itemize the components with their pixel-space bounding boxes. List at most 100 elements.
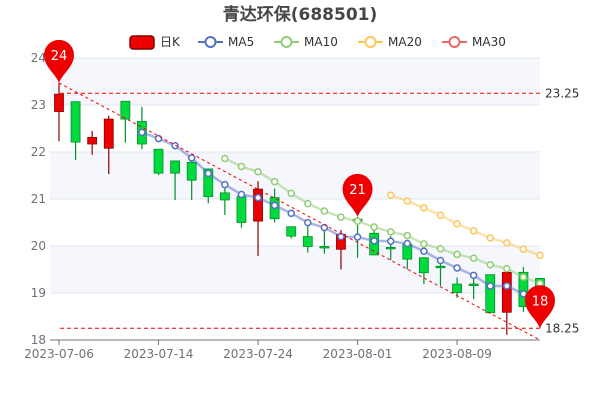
ma5-point — [221, 180, 229, 189]
mark-line-label: 23.25 — [545, 86, 579, 100]
ma20-point — [503, 239, 511, 247]
candle-body — [253, 188, 263, 222]
y-tick-label: 23 — [31, 98, 46, 112]
candle — [302, 224, 313, 253]
ma20-point — [469, 227, 478, 235]
candle-body — [54, 93, 64, 112]
mark-line-label: 18.25 — [545, 321, 579, 335]
ma20-point — [453, 220, 461, 228]
ma10-point — [469, 254, 478, 263]
candle-body — [418, 257, 429, 274]
ma20-point — [420, 204, 428, 212]
ma10-point — [403, 231, 412, 240]
ma5-point — [138, 128, 146, 137]
candle — [452, 277, 462, 298]
ma5-point — [503, 282, 511, 290]
line-legend-icon — [204, 36, 217, 48]
candle — [170, 160, 181, 200]
ma5-point — [337, 232, 345, 241]
mark-point-pin: 18 — [525, 285, 555, 329]
ma10-point — [486, 261, 494, 269]
candle-body — [203, 168, 214, 198]
candle — [319, 230, 330, 254]
ma20-point — [436, 211, 445, 219]
ma5-point — [171, 141, 179, 150]
ma20-point — [403, 197, 412, 205]
ma5-point — [519, 290, 528, 298]
mark-point-pin: 21 — [342, 173, 373, 217]
y-tick-label: 22 — [31, 145, 46, 159]
legend-item-ma30[interactable]: MA30 — [442, 35, 506, 49]
candle-body — [120, 100, 131, 120]
ma5-point — [420, 247, 428, 256]
candle-body — [485, 274, 496, 314]
legend-item-日k[interactable]: 日K — [129, 35, 181, 50]
candle — [87, 130, 98, 155]
candle — [236, 196, 247, 228]
trend-line — [58, 82, 541, 341]
ma10-point — [337, 213, 345, 221]
ma20-point — [536, 251, 544, 260]
y-tick-label: 24 — [31, 51, 46, 65]
candle-legend-icon — [129, 35, 155, 50]
candle-body — [186, 161, 197, 181]
legend-label: MA5 — [228, 35, 254, 49]
pin-shape — [525, 285, 555, 329]
ma5-point — [370, 237, 378, 245]
candle-body — [452, 283, 462, 293]
ma10-point — [370, 223, 378, 231]
mark-point-label: 21 — [349, 183, 366, 198]
ma10-point — [420, 240, 428, 248]
candle — [70, 101, 81, 160]
candle — [418, 257, 429, 285]
candle-body — [103, 118, 114, 149]
x-tick-label: 2023-08-01 — [323, 347, 393, 361]
ma10-point — [320, 207, 329, 215]
candle-body — [468, 283, 479, 286]
ma5-point — [353, 233, 362, 241]
candle — [286, 226, 297, 239]
mark-point-pin: 24 — [44, 39, 74, 83]
legend-item-ma5[interactable]: MA5 — [198, 35, 254, 49]
candle-body — [236, 196, 247, 223]
legend[interactable]: 日K MA5 MA10 MA20 MA30 — [129, 35, 506, 50]
ma5-point — [270, 201, 279, 210]
split-area-band — [50, 246, 540, 293]
legend-item-ma20[interactable]: MA20 — [358, 35, 422, 49]
ma10-point — [453, 250, 461, 259]
y-tick-label: 18 — [31, 333, 46, 347]
candle-body — [70, 101, 81, 143]
plot-area: 18 19 20 21 22 23 24 2023-07-06 2023-07-14 2023-0… — [24, 39, 579, 361]
ma5-point — [254, 193, 262, 202]
ma5-point — [486, 282, 494, 290]
candle — [501, 271, 512, 335]
ma10-point — [221, 154, 229, 163]
pin-shape — [44, 39, 74, 83]
candle-body — [435, 265, 446, 269]
legend-item-ma10[interactable]: MA10 — [274, 35, 338, 49]
ma5-point — [453, 264, 461, 272]
ma5-point — [187, 154, 196, 162]
candle-body — [153, 148, 164, 174]
ma5-point — [304, 218, 312, 227]
candle-body — [286, 226, 297, 237]
y-tick-label: 21 — [31, 192, 46, 206]
mark-point-label: 24 — [51, 49, 68, 64]
ma10-point — [503, 264, 511, 273]
candle-body — [219, 192, 230, 201]
mark-point-label: 18 — [532, 294, 549, 309]
ma10-point — [353, 217, 362, 225]
candle-body — [319, 246, 330, 249]
candle — [253, 181, 263, 256]
candle-body — [385, 247, 396, 250]
candle-body — [87, 137, 98, 145]
candle-body — [302, 236, 313, 247]
ma5-point — [436, 256, 445, 265]
ma5-point — [154, 134, 163, 143]
pin-shape — [342, 173, 373, 217]
ma5-point — [403, 239, 412, 248]
candle — [120, 100, 131, 143]
legend-label: MA20 — [388, 35, 422, 49]
candle — [137, 106, 147, 150]
